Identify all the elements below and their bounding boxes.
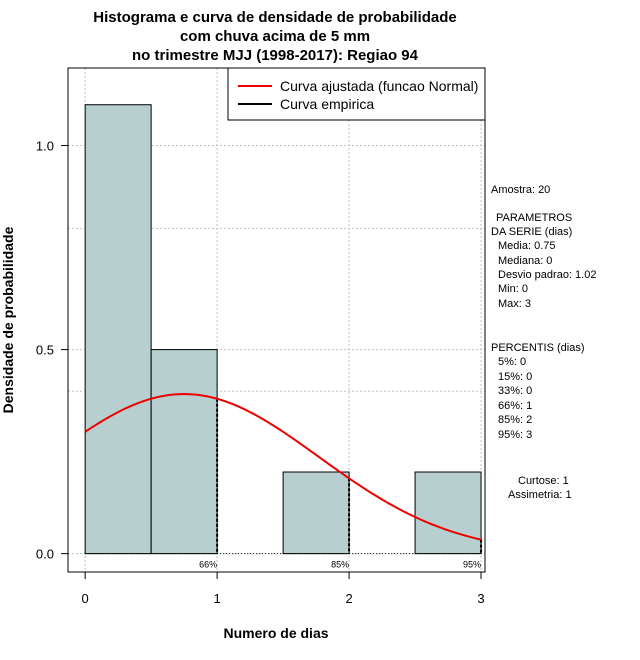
histogram-bar-2	[282, 471, 350, 555]
chart-title: Histograma e curva de densidade de proba…	[93, 9, 456, 64]
y-tick-label-2: 1.0	[36, 139, 54, 154]
percentile-labels: 66% 85% 95%	[199, 560, 481, 570]
normal-fit-curve	[84, 393, 482, 541]
param-mean: Media: 0.75	[498, 240, 555, 252]
x-tick-label-3: 3	[477, 591, 484, 606]
y-axis: 0.0 0.5 1.0	[36, 139, 68, 562]
legend-label-empirical: Curva empirica	[280, 96, 374, 112]
legend: Curva ajustada (funcao Normal) Curva emp…	[227, 67, 486, 121]
y-tick-label-0: 0.0	[36, 547, 54, 562]
title-line-2: com chuva acima de 5 mm	[180, 28, 370, 45]
param-max: Max: 3	[498, 298, 531, 310]
percentile-label-1: 85%	[331, 560, 349, 570]
percentile-label-2: 95%	[463, 560, 481, 570]
histogram-bar-1	[150, 349, 218, 555]
x-tick-label-2: 2	[345, 591, 352, 606]
sample-size: Amostra: 20	[491, 184, 550, 196]
param-sd: Desvio padrao: 1.02	[498, 269, 596, 281]
legend-label-normal: Curva ajustada (funcao Normal)	[280, 78, 478, 94]
kurtosis: Curtose: 1	[518, 475, 569, 487]
histogram-bar-3	[414, 471, 482, 555]
skewness: Assimetria: 1	[508, 489, 572, 501]
y-axis-label: Densidade de probabilidade	[0, 226, 16, 413]
title-line-3: no trimestre MJJ (1998-2017): Regiao 94	[132, 47, 419, 64]
percentile-33: 33%: 0	[498, 385, 532, 397]
percentile-15: 15%: 0	[498, 371, 532, 383]
percentile-66: 66%: 1	[498, 400, 532, 412]
histogram-bars	[84, 104, 482, 555]
x-tick-label-0: 0	[82, 591, 89, 606]
histogram-bar-0	[84, 104, 152, 555]
param-median: Mediana: 0	[498, 255, 552, 267]
legend-box	[227, 67, 486, 121]
percentile-95: 95%: 3	[498, 429, 532, 441]
percentile-markers	[85, 398, 483, 555]
y-tick-label-1: 0.5	[36, 343, 54, 358]
percentile-85: 85%: 2	[498, 414, 532, 426]
x-axis-label: Numero de dias	[223, 625, 328, 641]
percentiles-title: PERCENTIS (dias)	[491, 342, 585, 354]
x-axis: 0 1 2 3	[82, 571, 485, 606]
stats-panel: Amostra: 20 PARAMETROS DA SERIE (dias) M…	[491, 184, 596, 501]
params-title: PARAMETROS	[496, 212, 572, 224]
params-subtitle: DA SERIE (dias)	[491, 226, 572, 238]
param-min: Min: 0	[498, 283, 528, 295]
title-line-1: Histograma e curva de densidade de proba…	[93, 9, 456, 26]
percentile-label-0: 66%	[199, 560, 217, 570]
percentile-5: 5%: 0	[498, 356, 526, 368]
x-tick-label-1: 1	[213, 591, 220, 606]
